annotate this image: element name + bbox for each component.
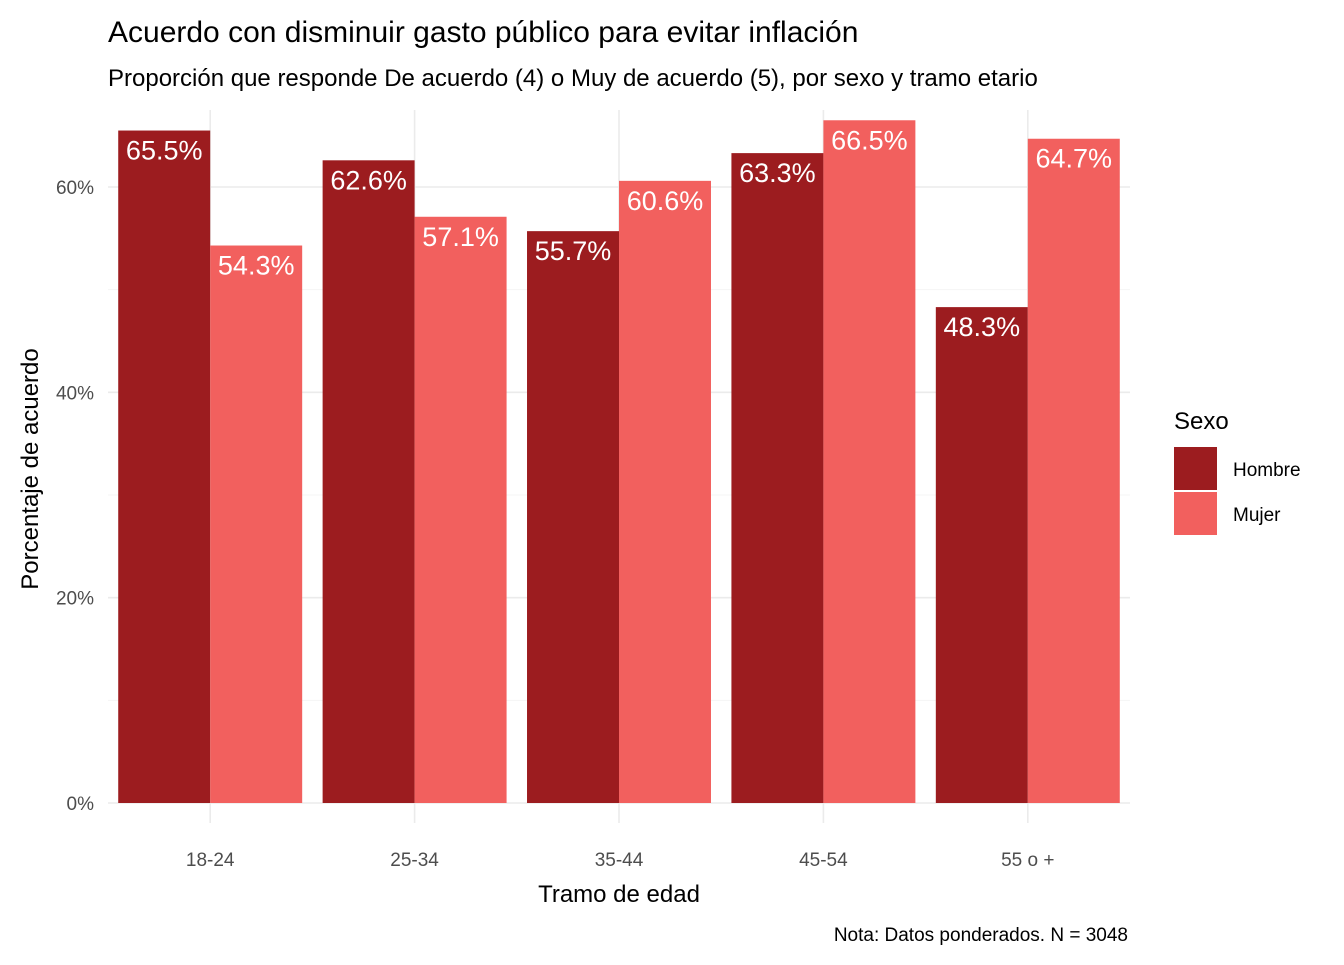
- bar-mujer-1: [210, 245, 303, 803]
- x-axis-title: Tramo de edad: [538, 881, 700, 908]
- bars: [118, 120, 1120, 804]
- x-tick-label: 18-24: [186, 850, 235, 871]
- legend-swatch-mujer: [1174, 492, 1217, 535]
- legend-title: Sexo: [1174, 408, 1229, 435]
- chart-caption: Nota: Datos ponderados. N = 3048: [834, 925, 1128, 946]
- y-tick-label: 0%: [67, 794, 95, 815]
- bar-labels: 65.5% 54.3% 62.6% 57.1% 55.7% 60.6% 63.3% 66.5%…: [126, 125, 1112, 342]
- bar-label: 64.7%: [1036, 144, 1113, 174]
- y-axis: 0% 20% 40% 60%: [56, 178, 94, 815]
- x-axis: 18-24 25-34 35-44 45-54 55 o +: [186, 850, 1055, 871]
- bar-hombre-5: [935, 307, 1028, 803]
- bar-hombre-1: [118, 130, 211, 804]
- bar-label: 63.3%: [739, 158, 816, 188]
- bar-mujer-3: [619, 180, 711, 804]
- x-tick-label: 35-44: [595, 850, 644, 871]
- bar-label: 66.5%: [831, 125, 908, 155]
- y-tick-label: 60%: [56, 178, 94, 199]
- bar-label: 55.7%: [535, 236, 612, 266]
- bar-label: 65.5%: [126, 136, 203, 166]
- bar-mujer-2: [414, 216, 507, 804]
- y-axis-title: Porcentaje de acuerdo: [17, 348, 44, 590]
- bar-label: 57.1%: [422, 222, 499, 252]
- x-tick-label: 25-34: [390, 850, 439, 871]
- bar-mujer-4: [823, 120, 916, 804]
- x-tick-label: 45-54: [799, 850, 848, 871]
- bar-hombre-4: [731, 153, 824, 803]
- bar-label: 60.6%: [627, 186, 704, 216]
- legend-swatch-hombre: [1174, 447, 1217, 490]
- y-tick-label: 40%: [56, 383, 94, 404]
- chart-subtitle: Proporción que responde De acuerdo (4) o…: [108, 65, 1038, 92]
- x-tick-label: 55 o +: [1001, 850, 1054, 871]
- bar-hombre-2: [322, 160, 415, 804]
- bar-label: 62.6%: [330, 165, 407, 195]
- legend: Sexo Hombre Mujer: [1174, 408, 1301, 535]
- bar-label: 48.3%: [944, 312, 1021, 342]
- bar-label: 54.3%: [218, 251, 295, 281]
- chart-title: Acuerdo con disminuir gasto público para…: [108, 16, 858, 49]
- y-tick-label: 20%: [56, 589, 94, 610]
- bar-mujer-5: [1027, 138, 1120, 803]
- legend-label-hombre: Hombre: [1233, 460, 1301, 481]
- bar-hombre-3: [527, 231, 619, 803]
- legend-label-mujer: Mujer: [1233, 505, 1281, 526]
